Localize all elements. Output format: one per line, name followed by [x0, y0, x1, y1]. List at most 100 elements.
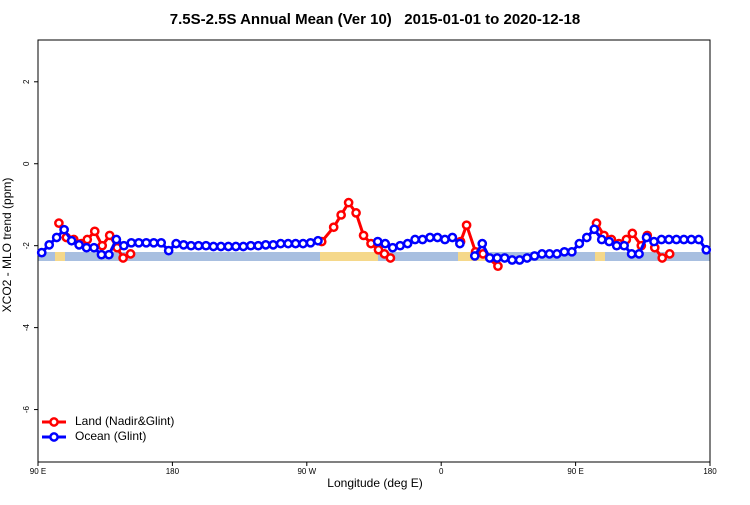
data-point	[701, 244, 712, 255]
legend-marker	[49, 432, 59, 442]
data-point	[97, 240, 108, 251]
data-point	[410, 234, 420, 245]
data-point	[245, 240, 256, 251]
data-point	[253, 240, 264, 251]
series	[36, 224, 712, 265]
data-point	[133, 237, 144, 248]
data-point	[298, 238, 308, 249]
data-point	[581, 232, 592, 243]
data-point	[118, 253, 128, 263]
data-point	[238, 241, 249, 252]
data-point	[82, 234, 93, 245]
data-point	[469, 251, 480, 261]
data-point	[664, 249, 675, 259]
data-point	[290, 238, 301, 249]
data-point	[268, 240, 279, 250]
y-tick-label: -2	[22, 242, 31, 250]
data-point	[216, 241, 226, 252]
data-point	[89, 226, 100, 237]
data-point	[336, 210, 346, 220]
chart-title: 7.5S-2.5S Annual Mean (Ver 10) 2015-01-0…	[170, 11, 580, 28]
data-point	[432, 232, 443, 243]
data-point	[559, 246, 570, 257]
data-point	[81, 242, 92, 253]
legend-label: Land (Nadir&Glint)	[75, 414, 174, 428]
data-point	[574, 238, 585, 249]
data-point	[544, 249, 555, 259]
data-point	[499, 253, 510, 263]
data-point	[283, 238, 293, 249]
data-point	[693, 234, 704, 245]
data-point	[514, 255, 525, 265]
data-point	[125, 249, 136, 259]
data-point	[163, 245, 174, 256]
data-point	[343, 197, 354, 208]
data-point	[104, 230, 115, 241]
data-point	[626, 249, 637, 259]
data-point	[552, 249, 562, 259]
data-point	[358, 230, 369, 241]
data-point	[328, 222, 339, 233]
data-point	[634, 249, 644, 259]
data-point	[156, 237, 167, 248]
data-point	[208, 241, 219, 252]
y-tick-label: -6	[22, 405, 31, 413]
data-point	[589, 224, 600, 235]
data-point	[596, 234, 607, 245]
data-point	[537, 249, 547, 259]
data-point	[59, 224, 69, 235]
data-point	[447, 232, 458, 243]
data-point	[104, 249, 114, 260]
data-point	[649, 236, 659, 247]
data-point	[492, 253, 503, 263]
data-point	[126, 237, 137, 248]
data-point	[74, 240, 84, 250]
data-point	[440, 234, 450, 245]
data-point	[477, 238, 488, 249]
data-point	[89, 242, 99, 253]
data-point	[679, 234, 689, 245]
data-point	[36, 247, 47, 258]
data-point	[529, 251, 540, 261]
data-point	[351, 208, 361, 218]
data-point	[686, 234, 697, 245]
x-tick-label: 90 W	[297, 467, 316, 476]
data-point	[627, 228, 638, 239]
data-point	[395, 240, 405, 251]
data-point	[455, 238, 465, 249]
land-strip	[595, 252, 605, 261]
data-point	[657, 253, 668, 263]
x-tick-label: 0	[439, 467, 444, 476]
data-point	[664, 234, 674, 245]
data-point	[275, 238, 286, 249]
data-point	[402, 238, 413, 249]
data-point	[111, 234, 122, 245]
data-point	[522, 253, 532, 263]
x-tick-label: 180	[703, 467, 717, 476]
data-point	[372, 236, 383, 247]
data-point	[201, 240, 211, 251]
data-point	[119, 240, 129, 251]
data-point	[567, 246, 577, 257]
data-point	[385, 253, 396, 263]
data-point	[44, 240, 55, 250]
data-point	[493, 261, 503, 272]
data-point	[425, 232, 435, 243]
data-point	[260, 240, 271, 250]
legend-label: Ocean (Glint)	[75, 429, 146, 443]
x-tick-label: 180	[166, 467, 180, 476]
data-point	[507, 255, 517, 265]
y-axis-label: XCO2 - MLO trend (ppm)	[0, 178, 14, 313]
data-point	[66, 235, 77, 246]
data-point	[305, 237, 316, 248]
data-point	[223, 241, 234, 252]
data-point	[51, 232, 62, 243]
data-point	[380, 238, 391, 249]
data-point	[193, 240, 204, 251]
data-point	[96, 249, 107, 260]
data-point	[484, 253, 495, 263]
data-point	[171, 238, 181, 249]
x-tick-label: 90 E	[567, 467, 583, 476]
legend-marker	[49, 417, 59, 427]
